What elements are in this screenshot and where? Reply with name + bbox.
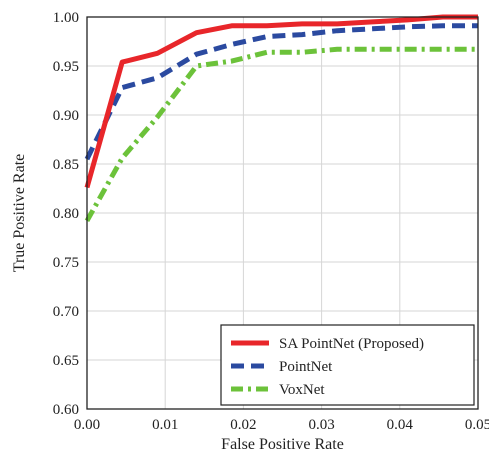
x-tick-label: 0.03 [308,417,334,433]
y-tick-label: 0.90 [53,108,79,124]
y-tick-label: 0.80 [53,206,79,222]
series-line-2 [84,46,478,223]
x-tick-label: 0.02 [230,417,256,433]
x-axis-title: False Positive Rate [221,436,344,453]
series-line-0 [84,14,478,189]
y-tick-label: 0.95 [53,59,79,75]
legend-label: PointNet [279,359,333,375]
legend-label: SA PointNet (Proposed) [279,336,424,352]
y-tick-label: 0.60 [53,402,79,418]
x-tick-label: 0.04 [387,417,414,433]
legend-label: VoxNet [279,382,325,398]
legend: SA PointNet (Proposed) PointNet VoxNet [220,324,475,406]
y-tick-label: 0.85 [53,157,79,173]
series-line-1 [84,23,478,161]
plot-frame [86,16,479,410]
y-axis-title: True Positive Rate [11,154,28,273]
series-layer [84,14,478,223]
x-tick-label: 0.05 [465,417,489,433]
x-tick-label: 0.00 [74,417,100,433]
y-tick-label: 0.65 [53,353,79,369]
x-tick-label: 0.01 [152,417,178,433]
y-tick-label: 0.75 [53,255,79,271]
tick-labels: 0.00 0.01 0.02 0.03 0.04 0.05 0.60 0.65 0.70 0.75… [53,10,489,433]
y-tick-label: 1.00 [53,10,79,26]
y-tick-label: 0.70 [53,304,79,320]
